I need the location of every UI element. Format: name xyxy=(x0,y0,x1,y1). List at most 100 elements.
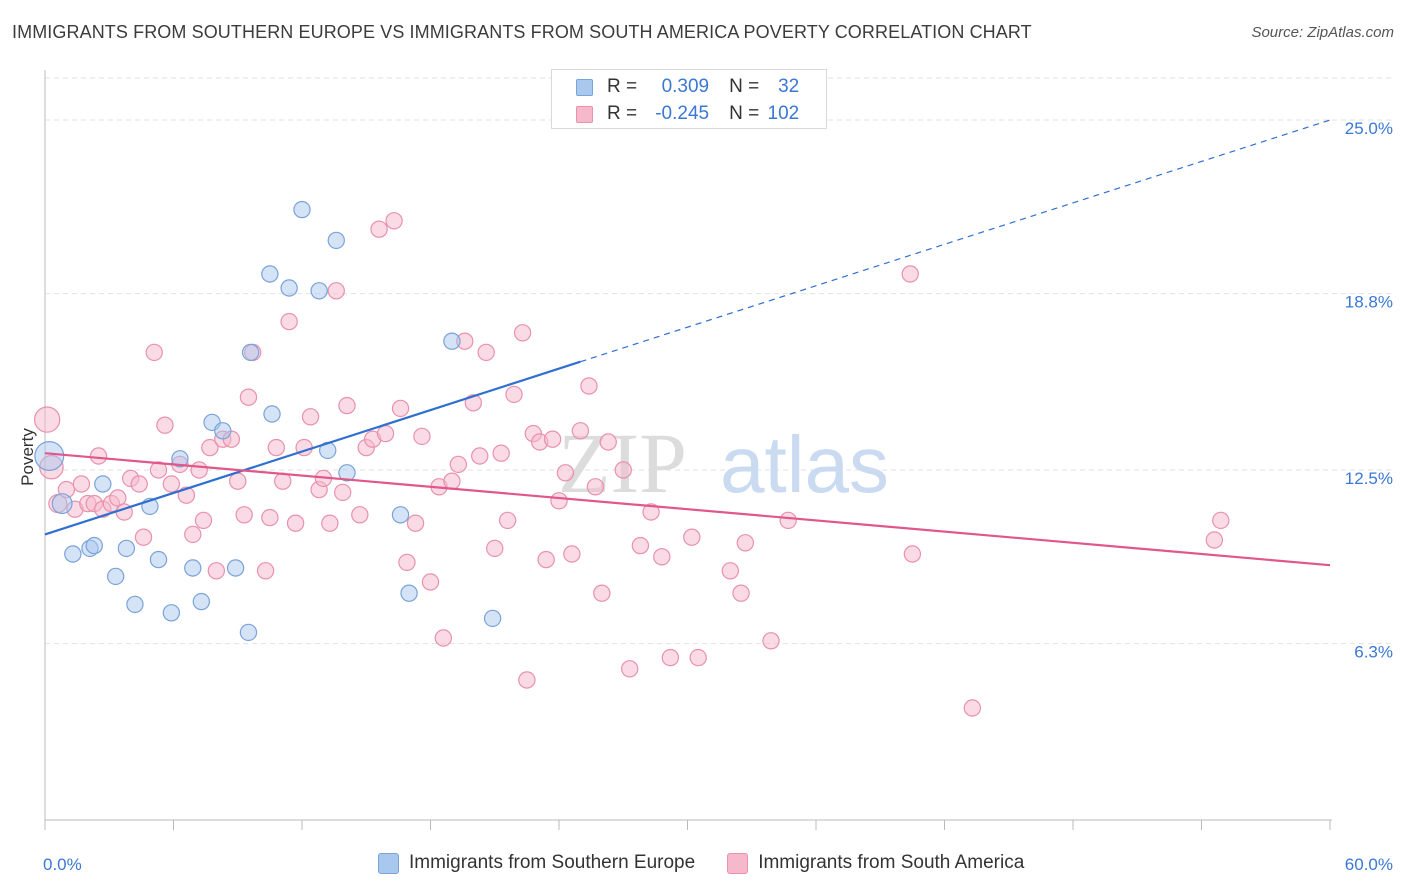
data-point-southern-europe xyxy=(241,343,260,362)
chart-title: IMMIGRANTS FROM SOUTHERN EUROPE VS IMMIG… xyxy=(12,22,1032,42)
watermark-atlas: atlas xyxy=(720,420,889,509)
data-point-south-america xyxy=(537,550,555,569)
data-point-southern-europe xyxy=(327,231,345,250)
data-point-southern-europe xyxy=(85,536,103,555)
data-point-south-america xyxy=(518,671,536,689)
south-america-points xyxy=(33,212,1230,717)
data-point-south-america xyxy=(398,553,416,572)
trendline-south-america xyxy=(44,452,1331,567)
data-point-south-america xyxy=(653,548,671,566)
data-point-south-america xyxy=(239,388,258,406)
data-point-south-america xyxy=(327,282,345,300)
data-point-south-america xyxy=(333,483,352,502)
legend-n-value: 32 xyxy=(778,76,800,97)
southern-europe-points xyxy=(34,200,502,642)
data-point-southern-europe xyxy=(338,464,356,482)
data-point-south-america xyxy=(235,506,253,524)
data-point-south-america xyxy=(229,472,247,490)
data-point-southern-europe xyxy=(51,493,73,515)
y-tick-label: 6.3% xyxy=(1354,643,1393,662)
legend-n-label: N = xyxy=(729,103,760,124)
series-legend: Immigrants from Southern Europe Immigran… xyxy=(378,852,1056,874)
data-point-south-america xyxy=(149,461,168,479)
data-point-south-america xyxy=(642,503,660,521)
legend-r-value: -0.245 xyxy=(655,103,710,124)
data-point-south-america xyxy=(550,492,568,510)
data-point-southern-europe xyxy=(214,422,232,440)
legend-swatch-blue xyxy=(576,78,593,96)
data-point-south-america xyxy=(477,343,495,362)
data-point-south-america xyxy=(443,472,461,490)
data-point-southern-europe xyxy=(162,604,181,622)
data-point-south-america xyxy=(599,433,617,451)
x-tick-label-max: 60.0% xyxy=(1345,855,1393,874)
data-point-south-america xyxy=(498,511,517,530)
data-point-south-america xyxy=(689,648,707,667)
data-point-south-america xyxy=(156,416,174,434)
data-point-south-america xyxy=(109,489,127,507)
y-tick-label: 18.8% xyxy=(1345,293,1393,312)
data-point-southern-europe xyxy=(184,559,202,577)
data-point-southern-europe xyxy=(106,567,125,586)
data-point-south-america xyxy=(130,475,148,493)
data-point-southern-europe xyxy=(280,279,298,297)
data-point-south-america xyxy=(614,461,632,479)
data-point-south-america xyxy=(267,438,285,457)
data-point-southern-europe xyxy=(126,595,144,614)
data-point-south-america xyxy=(338,396,356,415)
y-tick-label: 25.0% xyxy=(1345,119,1393,138)
data-point-southern-europe xyxy=(149,550,168,569)
trendline-southern-europe xyxy=(44,360,581,536)
x-tick-label-min: 0.0% xyxy=(43,855,82,874)
legend-item-south-america[interactable]: Immigrants from South America xyxy=(727,852,1024,874)
legend-row-south-america: R = -0.245 N = 102 xyxy=(576,101,799,127)
data-point-southern-europe xyxy=(192,592,211,611)
data-point-south-america xyxy=(721,562,740,580)
chart-source: Source: ZipAtlas.com xyxy=(1251,24,1394,41)
data-point-south-america xyxy=(963,699,982,717)
data-point-south-america xyxy=(207,562,226,580)
data-point-south-america xyxy=(391,399,410,418)
data-point-south-america xyxy=(184,525,202,544)
data-point-south-america xyxy=(901,265,919,283)
data-point-south-america xyxy=(256,562,275,580)
data-point-south-america xyxy=(556,464,575,482)
data-point-south-america xyxy=(779,511,797,530)
data-point-south-america xyxy=(194,511,213,530)
data-point-south-america xyxy=(145,343,163,362)
legend-swatch-pink xyxy=(576,105,593,123)
data-point-south-america xyxy=(286,514,305,532)
data-point-southern-europe xyxy=(239,623,258,642)
data-point-south-america xyxy=(631,536,650,555)
legend-n-label: N = xyxy=(729,76,760,97)
data-point-south-america xyxy=(543,430,562,448)
data-point-south-america xyxy=(406,514,425,532)
legend-r-label: R = xyxy=(607,103,638,124)
legend-item-southern-europe[interactable]: Immigrants from Southern Europe xyxy=(378,852,695,874)
legend-r-value: 0.309 xyxy=(661,76,710,97)
data-point-south-america xyxy=(33,406,61,433)
data-point-south-america xyxy=(434,629,453,647)
legend-swatch-pink xyxy=(727,852,749,874)
data-point-south-america xyxy=(201,438,219,457)
data-point-south-america xyxy=(449,455,468,474)
data-point-south-america xyxy=(464,394,483,412)
legend-row-southern-europe: R = 0.309 N = 32 xyxy=(576,74,799,100)
data-point-south-america xyxy=(571,422,590,440)
legend-label: Immigrants from Southern Europe xyxy=(409,852,696,873)
data-point-southern-europe xyxy=(34,441,65,472)
y-tick-label: 12.5% xyxy=(1345,469,1393,488)
y-axis-label: Poverty xyxy=(18,428,37,486)
tick-labels: 6.3% 12.5% 18.8% 25.0% 0.0% 60.0% xyxy=(43,119,1393,874)
data-point-southern-europe xyxy=(226,559,245,577)
data-point-south-america xyxy=(301,408,320,426)
data-point-southern-europe xyxy=(171,450,189,468)
legend-r-label: R = xyxy=(607,76,638,97)
data-point-southern-europe xyxy=(443,332,461,350)
data-point-south-america xyxy=(89,447,108,465)
data-point-south-america xyxy=(190,461,208,479)
legend-label: Immigrants from South America xyxy=(758,852,1025,873)
data-point-south-america xyxy=(351,506,369,524)
data-point-south-america xyxy=(620,660,639,678)
data-point-south-america xyxy=(661,648,680,667)
